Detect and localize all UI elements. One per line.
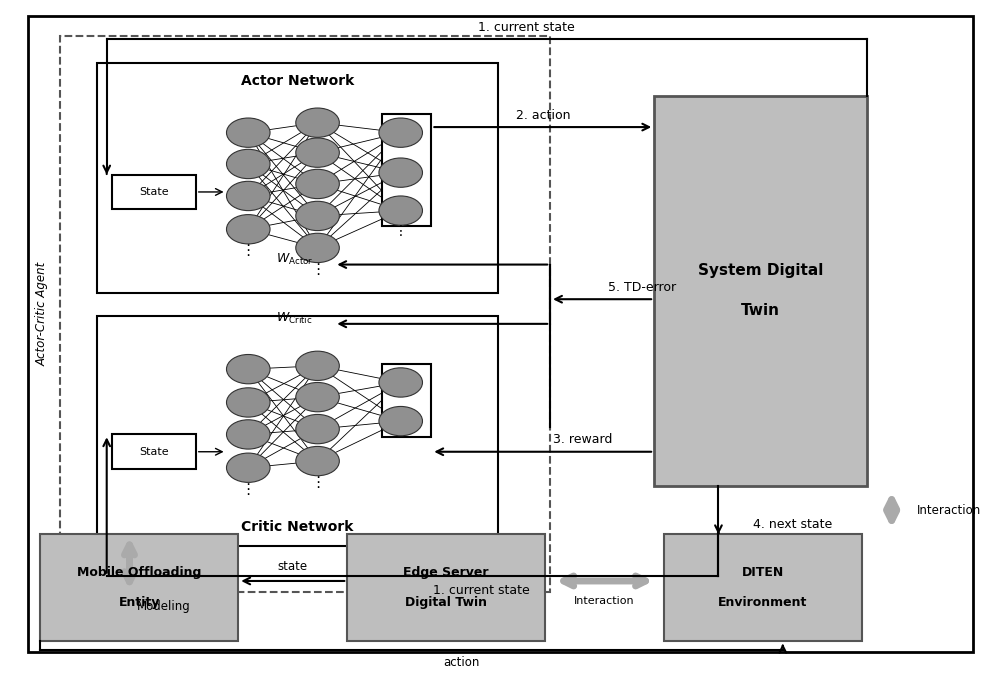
Bar <box>60 36 550 592</box>
Circle shape <box>379 406 422 435</box>
Bar <box>97 63 498 293</box>
Circle shape <box>296 170 339 199</box>
Text: 4. next state: 4. next state <box>753 518 832 530</box>
Bar <box>112 174 196 209</box>
Text: State: State <box>139 187 169 197</box>
Circle shape <box>226 181 270 211</box>
Circle shape <box>296 108 339 137</box>
Text: 3. reward: 3. reward <box>553 433 612 446</box>
Circle shape <box>296 382 339 412</box>
Text: Critic Network: Critic Network <box>241 520 353 534</box>
Text: 5. TD-error: 5. TD-error <box>608 281 676 293</box>
Circle shape <box>296 234 339 262</box>
Circle shape <box>226 453 270 483</box>
Text: Actor Network: Actor Network <box>241 75 354 88</box>
Text: ⋮: ⋮ <box>241 482 256 497</box>
Text: ⋮: ⋮ <box>241 243 256 258</box>
Circle shape <box>379 118 422 147</box>
Text: 1. current state: 1. current state <box>433 583 530 597</box>
Circle shape <box>379 368 422 397</box>
Circle shape <box>296 415 339 444</box>
Circle shape <box>226 420 270 449</box>
Text: Mobile Offloading: Mobile Offloading <box>77 567 202 579</box>
Text: ⋮: ⋮ <box>394 223 408 238</box>
Circle shape <box>226 388 270 417</box>
Bar <box>654 96 867 486</box>
Text: ⋮: ⋮ <box>310 475 325 490</box>
Circle shape <box>379 158 422 187</box>
Bar <box>382 114 431 226</box>
Bar <box>382 364 431 437</box>
Circle shape <box>296 201 339 231</box>
Text: System Digital: System Digital <box>698 263 823 279</box>
Text: Interaction: Interaction <box>916 503 981 517</box>
Text: action: action <box>443 656 479 669</box>
Circle shape <box>379 196 422 225</box>
Text: ⋮: ⋮ <box>310 262 325 277</box>
Text: Actor-Critic Agent: Actor-Critic Agent <box>36 262 49 366</box>
Circle shape <box>226 118 270 147</box>
Circle shape <box>296 446 339 476</box>
Text: Twin: Twin <box>741 304 780 318</box>
Bar <box>347 534 545 641</box>
Circle shape <box>296 138 339 168</box>
Text: Interaction: Interaction <box>574 596 635 606</box>
Text: Entity: Entity <box>119 596 160 609</box>
Bar <box>112 435 196 469</box>
Text: Digital Twin: Digital Twin <box>405 596 487 609</box>
Text: 2. action: 2. action <box>516 108 570 122</box>
Text: Environment: Environment <box>718 596 808 609</box>
Text: Modeling: Modeling <box>137 600 191 614</box>
Text: state: state <box>278 560 308 573</box>
Text: State: State <box>139 447 169 457</box>
Text: DITEN: DITEN <box>742 567 784 579</box>
Circle shape <box>296 351 339 380</box>
Text: $W_{\mathrm{Actor}}$: $W_{\mathrm{Actor}}$ <box>276 252 314 267</box>
Bar <box>40 534 238 641</box>
Circle shape <box>226 215 270 244</box>
Text: 1. current state: 1. current state <box>478 21 575 34</box>
Bar <box>664 534 862 641</box>
Bar <box>97 316 498 546</box>
Circle shape <box>226 149 270 178</box>
Text: $W_{\mathrm{Critic}}$: $W_{\mathrm{Critic}}$ <box>276 311 313 326</box>
Text: Edge Server: Edge Server <box>403 567 489 579</box>
Circle shape <box>226 355 270 384</box>
